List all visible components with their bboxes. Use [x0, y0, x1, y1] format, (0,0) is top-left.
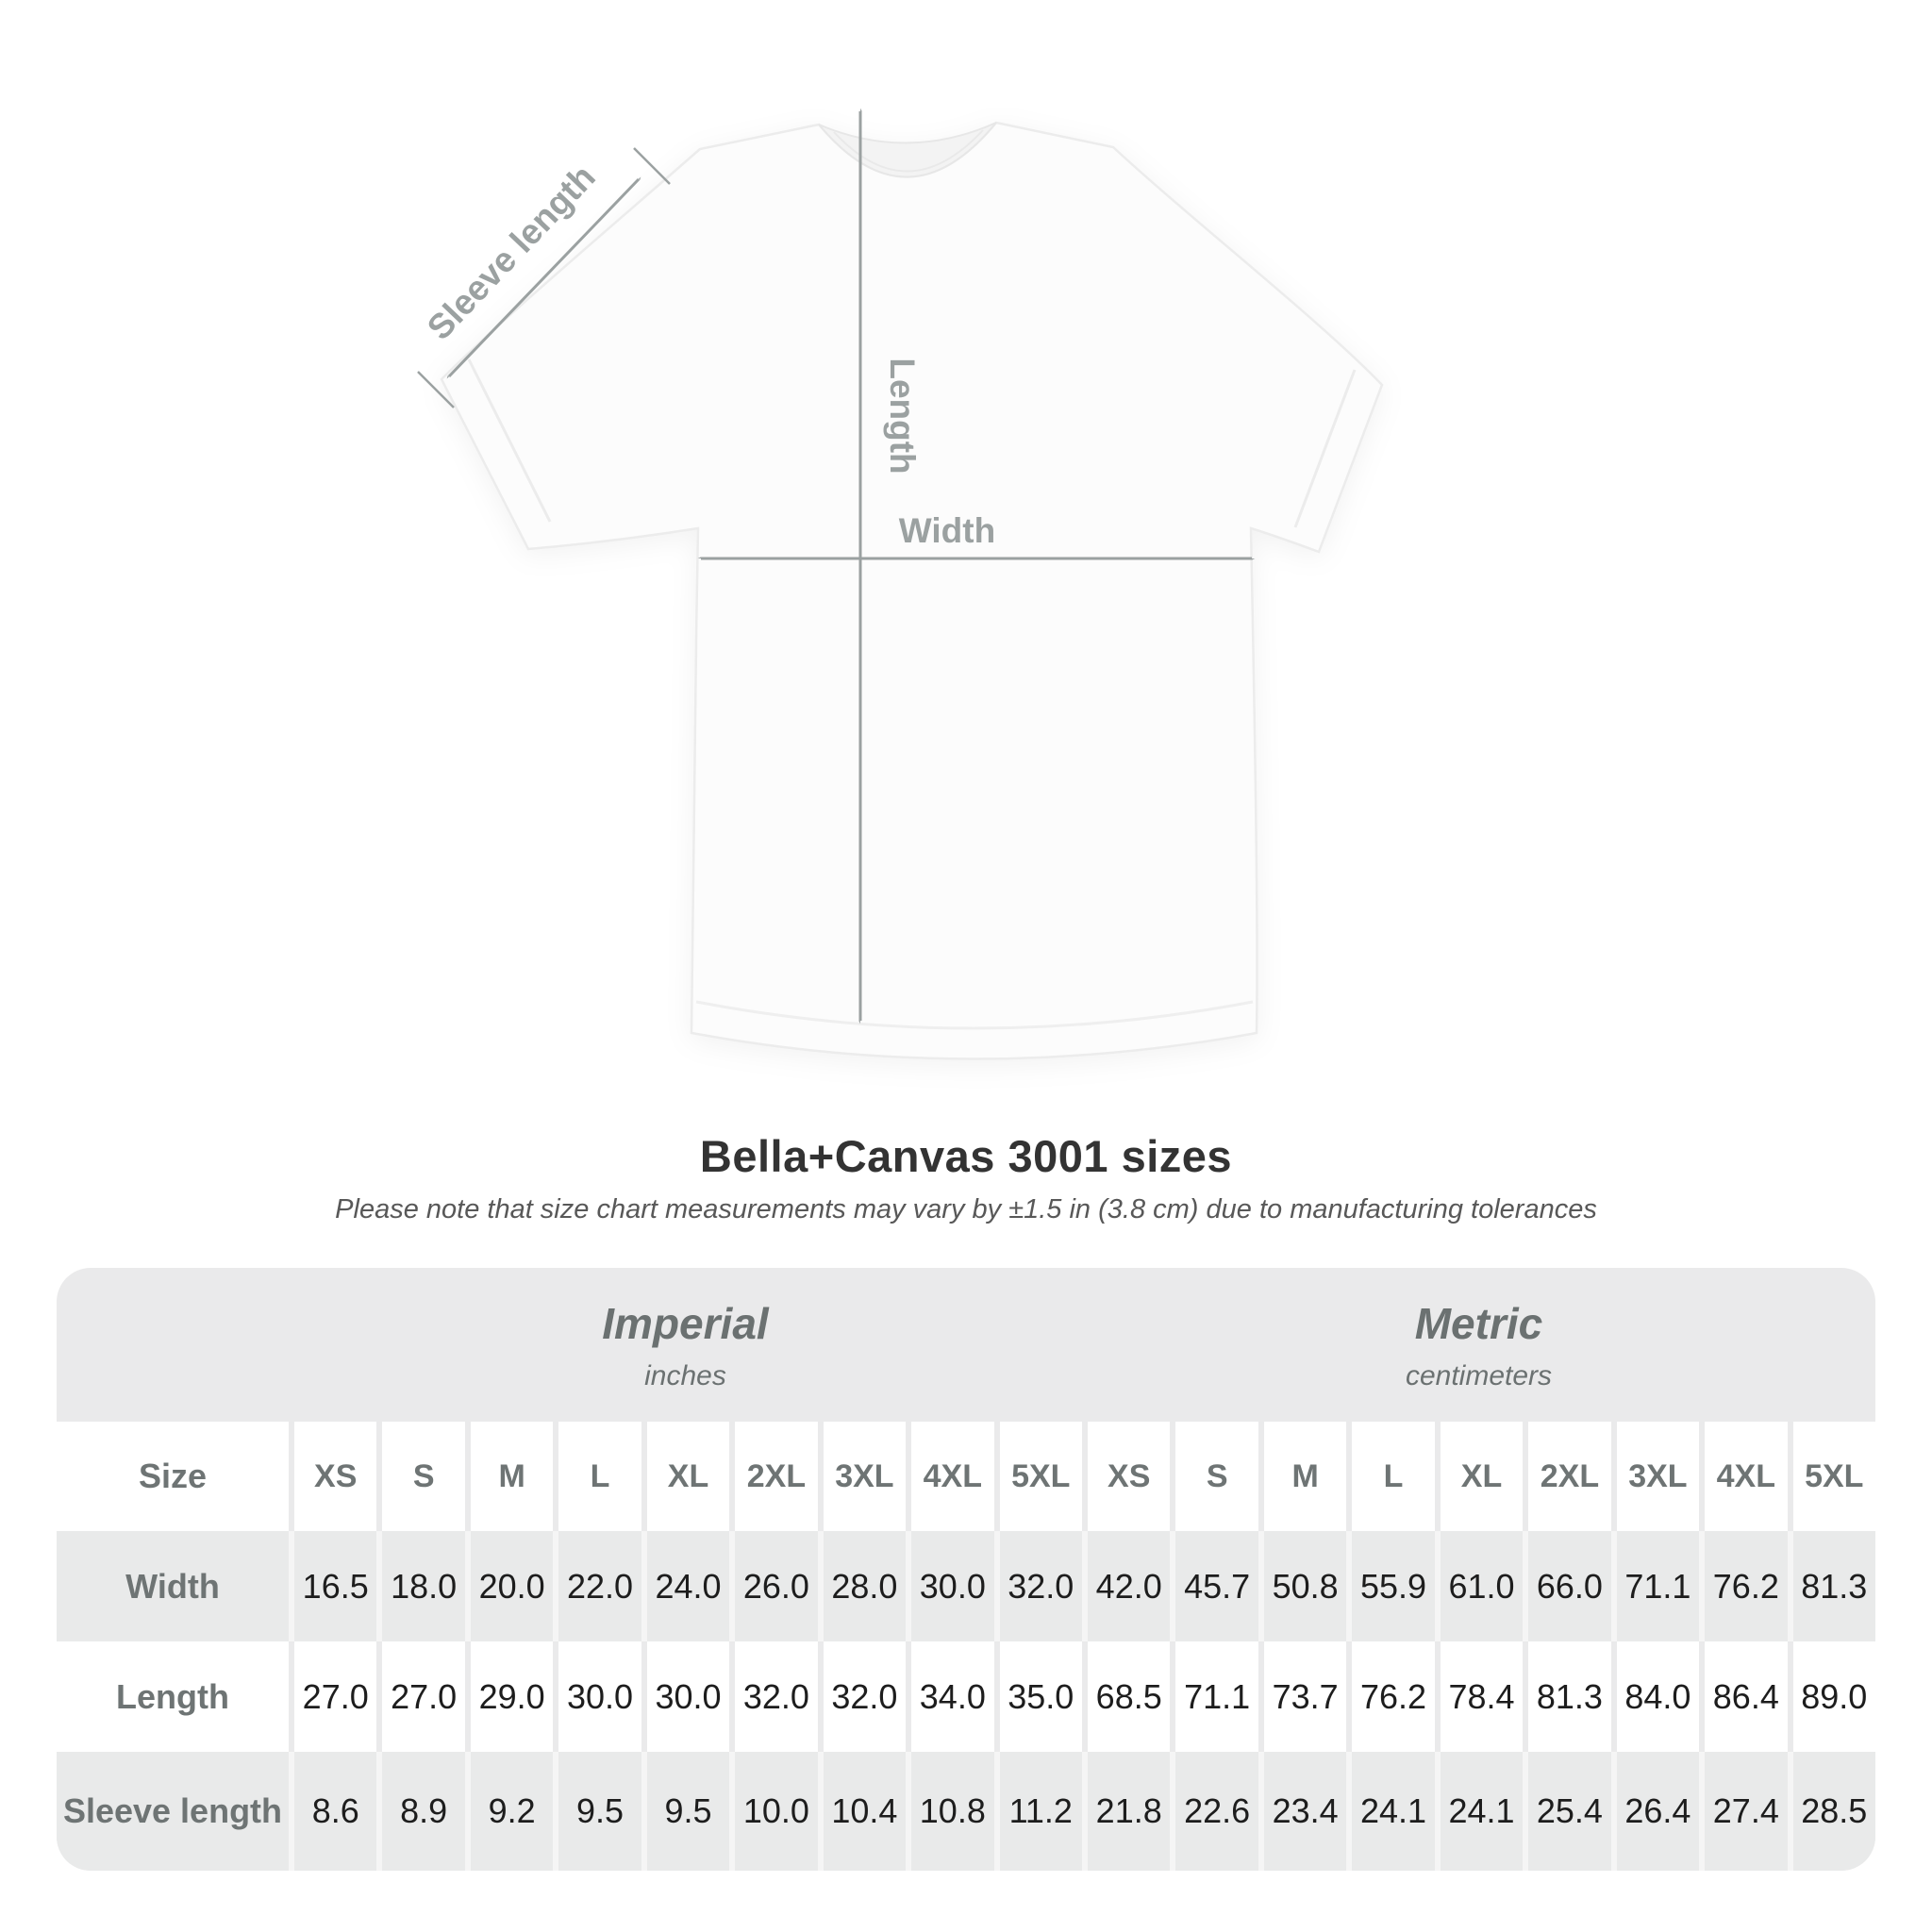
size-col-header: 4XL [1699, 1422, 1788, 1531]
length-label: Length [883, 358, 922, 474]
group-header-imperial: Imperial inches [289, 1268, 1082, 1422]
metric-unit-label: centimeters [1405, 1359, 1553, 1391]
value-cell: 55.9 [1346, 1531, 1435, 1641]
size-col-header: 3XL [1610, 1422, 1700, 1531]
tshirt-image [440, 121, 1384, 1060]
value-cell: 18.0 [376, 1531, 465, 1641]
sleeve-length-measure-arrow [417, 147, 671, 408]
value-cell: 9.2 [464, 1752, 554, 1871]
row-label-length: Length [57, 1641, 289, 1752]
size-col-header: 5XL [993, 1422, 1082, 1531]
value-cell: 35.0 [993, 1641, 1082, 1752]
value-cell: 8.6 [289, 1752, 377, 1871]
value-cell: 24.1 [1346, 1752, 1435, 1871]
value-cell: 78.4 [1434, 1641, 1524, 1752]
value-cell: 8.9 [376, 1752, 465, 1871]
value-cell: 10.0 [729, 1752, 818, 1871]
size-col-header: L [1346, 1422, 1435, 1531]
value-cell: 26.0 [729, 1531, 818, 1641]
size-col-header: XS [1081, 1422, 1171, 1531]
size-col-header: 4XL [906, 1422, 994, 1531]
page-title: Bella+Canvas 3001 sizes [699, 1131, 1233, 1181]
value-cell: 68.5 [1081, 1641, 1171, 1752]
value-cell: 30.0 [641, 1641, 730, 1752]
size-col-header: 3XL [817, 1422, 907, 1531]
value-cell: 73.7 [1257, 1641, 1347, 1752]
size-col-header: M [1257, 1422, 1347, 1531]
size-col-header: XS [289, 1422, 377, 1531]
value-cell: 27.4 [1699, 1752, 1788, 1871]
value-cell: 50.8 [1257, 1531, 1347, 1641]
size-col-header: S [1170, 1422, 1258, 1531]
value-cell: 86.4 [1699, 1641, 1788, 1752]
size-col-header: 2XL [1523, 1422, 1611, 1531]
value-cell: 10.4 [817, 1752, 907, 1871]
size-col-header: XL [1434, 1422, 1524, 1531]
group-header-metric: Metric centimeters [1082, 1268, 1875, 1422]
value-cell: 9.5 [553, 1752, 641, 1871]
row-label-sleeve-length: Sleeve length [57, 1752, 289, 1871]
value-cell: 61.0 [1434, 1531, 1524, 1641]
value-cell: 28.5 [1787, 1752, 1875, 1871]
value-cell: 81.3 [1787, 1531, 1875, 1641]
value-cell: 66.0 [1523, 1531, 1611, 1641]
value-cell: 42.0 [1081, 1531, 1171, 1641]
imperial-unit-label: inches [644, 1359, 726, 1391]
value-cell: 22.0 [553, 1531, 641, 1641]
size-col-header: M [464, 1422, 554, 1531]
value-cell: 89.0 [1787, 1641, 1875, 1752]
value-cell: 26.4 [1610, 1752, 1700, 1871]
value-cell: 16.5 [289, 1531, 377, 1641]
value-cell: 27.0 [376, 1641, 465, 1752]
value-cell: 45.7 [1170, 1531, 1258, 1641]
tshirt-measurement-diagram: Length Width Sleeve length [417, 0, 1384, 1060]
tshirt-diagram-svg: Length Width Sleeve length [417, 0, 1384, 1060]
row-label-width: Width [57, 1531, 289, 1641]
value-cell: 29.0 [464, 1641, 554, 1752]
value-cell: 30.0 [906, 1531, 994, 1641]
value-cell: 76.2 [1346, 1641, 1435, 1752]
size-column-header: Size [57, 1422, 289, 1531]
value-cell: 24.0 [641, 1531, 730, 1641]
size-col-header: 2XL [729, 1422, 818, 1531]
value-cell: 71.1 [1170, 1641, 1258, 1752]
value-cell: 32.0 [993, 1531, 1082, 1641]
value-cell: 21.8 [1081, 1752, 1171, 1871]
tolerance-note: Please note that size chart measurements… [335, 1194, 1597, 1224]
value-cell: 27.0 [289, 1641, 377, 1752]
size-col-header: L [553, 1422, 641, 1531]
value-cell: 10.8 [906, 1752, 994, 1871]
size-table: Imperial inches Metric centimeters Size … [57, 1268, 1875, 1871]
value-cell: 28.0 [817, 1531, 907, 1641]
value-cell: 24.1 [1434, 1752, 1524, 1871]
size-col-header: S [376, 1422, 465, 1531]
value-cell: 9.5 [641, 1752, 730, 1871]
value-cell: 32.0 [817, 1641, 907, 1752]
imperial-label: Imperial [602, 1298, 769, 1348]
group-header-spacer [57, 1268, 289, 1422]
width-label: Width [899, 511, 995, 550]
value-cell: 84.0 [1610, 1641, 1700, 1752]
value-cell: 32.0 [729, 1641, 818, 1752]
value-cell: 11.2 [993, 1752, 1082, 1871]
value-cell: 23.4 [1257, 1752, 1347, 1871]
value-cell: 22.6 [1170, 1752, 1258, 1871]
value-cell: 34.0 [906, 1641, 994, 1752]
size-col-header: XL [641, 1422, 730, 1531]
value-cell: 25.4 [1523, 1752, 1611, 1871]
size-col-header: 5XL [1787, 1422, 1875, 1531]
value-cell: 71.1 [1610, 1531, 1700, 1641]
value-cell: 30.0 [553, 1641, 641, 1752]
metric-label: Metric [1414, 1298, 1543, 1348]
value-cell: 81.3 [1523, 1641, 1611, 1752]
value-cell: 20.0 [464, 1531, 554, 1641]
value-cell: 76.2 [1699, 1531, 1788, 1641]
